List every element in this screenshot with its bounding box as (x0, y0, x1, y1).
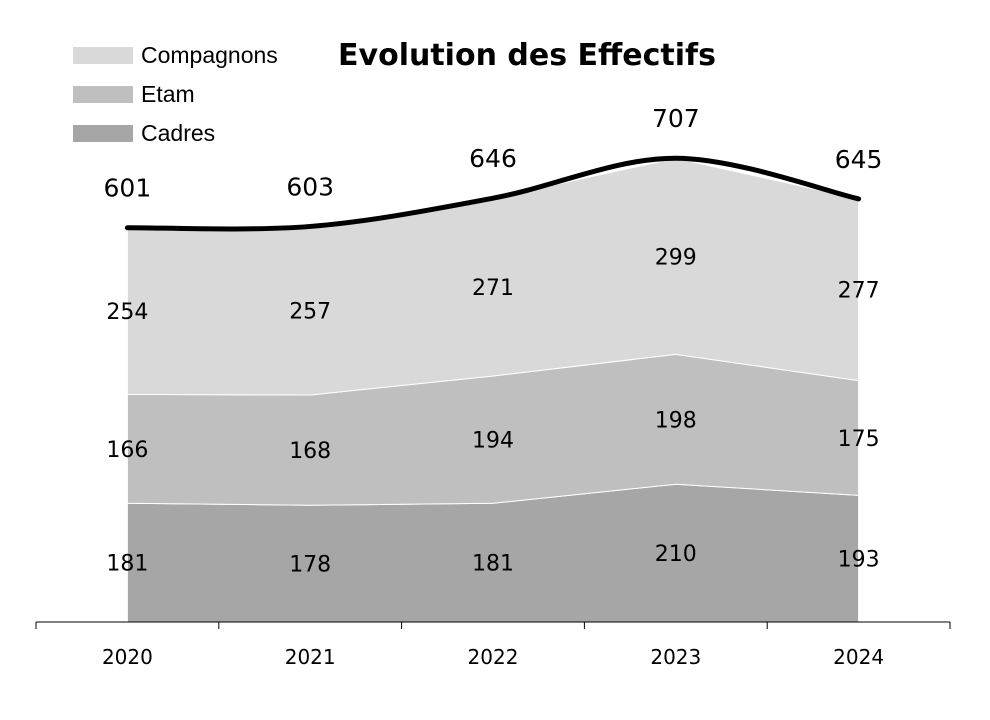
x-tick-label: 2022 (468, 645, 519, 669)
data-label-cadres: 193 (838, 548, 880, 573)
total-label: 646 (469, 144, 517, 173)
data-label-cadres: 181 (472, 552, 514, 577)
data-label-cadres: 181 (106, 552, 148, 577)
x-axis: 2020 2021 2022 2023 2024 (35, 621, 951, 669)
data-label-cadres: 210 (655, 542, 697, 567)
stacked-areas (126, 157, 860, 623)
legend-label-etam: Etam (141, 81, 195, 107)
data-label-etam: 166 (106, 438, 148, 463)
legend-swatch-etam (73, 86, 133, 103)
total-label: 707 (652, 104, 700, 133)
data-labels: 181 178 181 210 193 166 168 194 198 175 254 257 271 2… (104, 104, 883, 577)
data-label-compagnons: 271 (472, 276, 514, 301)
total-line-group (124, 155, 862, 232)
data-label-etam: 194 (472, 429, 514, 454)
data-label-etam: 175 (838, 427, 880, 452)
legend: Compagnons Etam Cadres (73, 42, 278, 146)
legend-label-compagnons: Compagnons (141, 42, 278, 68)
chart-title: Evolution des Effectifs (338, 38, 716, 73)
data-label-compagnons: 277 (838, 279, 880, 304)
data-label-compagnons: 299 (655, 245, 697, 270)
total-label: 645 (835, 145, 883, 174)
data-label-etam: 198 (655, 408, 697, 433)
legend-swatch-compagnons (73, 47, 133, 64)
x-tick-label: 2021 (285, 645, 336, 669)
total-line (124, 155, 862, 232)
data-label-cadres: 178 (289, 553, 331, 578)
data-label-compagnons: 257 (289, 300, 331, 325)
data-label-etam: 168 (289, 439, 331, 464)
total-label: 603 (286, 172, 334, 201)
total-label: 601 (104, 174, 152, 203)
data-label-compagnons: 254 (106, 300, 148, 325)
x-tick-label: 2024 (833, 645, 884, 669)
x-tick-label: 2020 (102, 645, 153, 669)
legend-label-cadres: Cadres (141, 120, 215, 146)
legend-swatch-cadres (73, 125, 133, 142)
x-tick-label: 2023 (650, 645, 701, 669)
